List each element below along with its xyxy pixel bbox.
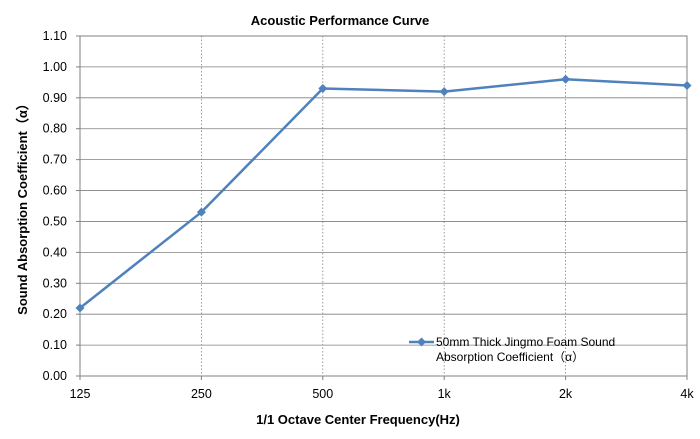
y-tick-label: 0.60: [43, 184, 67, 198]
data-point-1k: [439, 87, 449, 97]
x-axis-ticks: 125 250 500 1k 2k 4k: [70, 376, 694, 401]
y-tick-label: 0.30: [43, 276, 67, 290]
grid-lines: [80, 35, 687, 377]
series-group: [75, 74, 692, 313]
x-tick-label: 2k: [559, 387, 573, 401]
plot-area-border: [79, 35, 688, 377]
y-tick-label: 0.70: [43, 153, 67, 167]
x-tick-label: 250: [191, 387, 212, 401]
x-tick-label: 500: [312, 387, 333, 401]
y-tick-label: 0.40: [43, 245, 67, 259]
data-point-2k: [561, 74, 571, 84]
y-tick-label: 0.10: [43, 338, 67, 352]
y-tick-label: 0.00: [43, 369, 67, 383]
data-point-4k: [682, 80, 692, 90]
legend: 50mm Thick Jingmo Foam Sound Absorption …: [409, 335, 615, 364]
legend-marker-swatch: [417, 337, 426, 347]
x-tick-label: 1k: [438, 387, 452, 401]
y-tick-label: 1.10: [43, 29, 67, 43]
x-tick-label: 125: [70, 387, 91, 401]
y-tick-label: 0.80: [43, 122, 67, 136]
data-point-125: [75, 303, 85, 313]
y-tick-label: 1.00: [43, 60, 67, 74]
y-axis-ticks: 0.00 0.10 0.20 0.30 0.40 0.50 0.60 0.70 0.80 0.90…: [43, 29, 80, 383]
legend-label-line-1: 50mm Thick Jingmo Foam Sound: [436, 335, 615, 349]
y-tick-label: 0.20: [43, 307, 67, 321]
y-tick-label: 0.50: [43, 214, 67, 228]
data-point-500: [318, 84, 328, 94]
x-axis-title: 1/1 Octave Center Frequency(Hz): [256, 412, 460, 427]
y-tick-label: 0.90: [43, 91, 67, 105]
series-line: [79, 78, 688, 309]
x-tick-label: 4k: [680, 387, 694, 401]
legend-label-line-2: Absorption Coefficient（α）: [436, 350, 584, 364]
chart-title: Acoustic Performance Curve: [251, 13, 429, 28]
data-point-250: [196, 207, 206, 217]
y-axis-title: Sound Absorption Coefficient（α）: [15, 97, 30, 315]
